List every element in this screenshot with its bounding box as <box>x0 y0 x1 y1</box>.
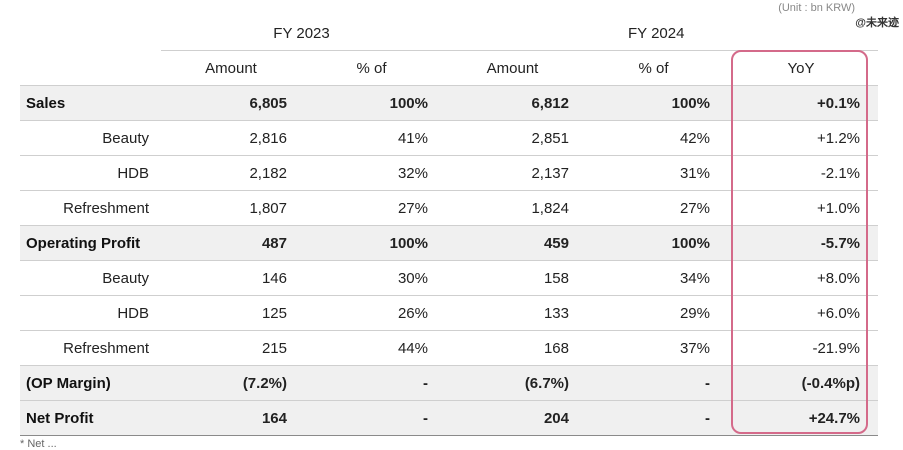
pct-2023: 27% <box>301 190 442 226</box>
amount-2023: 215 <box>161 330 301 366</box>
row-label: Beauty <box>20 260 161 296</box>
row-label: Refreshment <box>20 330 161 366</box>
row-label: HDB <box>20 295 161 331</box>
pct-2024: 34% <box>583 260 724 296</box>
row-label: HDB <box>20 155 161 191</box>
pct-2024: 31% <box>583 155 724 191</box>
amount-2023: 6,805 <box>161 85 301 121</box>
amount-2023: 146 <box>161 260 301 296</box>
yoy-value: +1.0% <box>724 190 878 226</box>
yoy-value: +24.7% <box>724 400 878 436</box>
amount-2024: 204 <box>442 400 583 436</box>
amount-2023: 1,807 <box>161 190 301 226</box>
table-row: Sales 6,805 100% 6,812 100% +0.1% <box>20 85 878 121</box>
pct-2024: 100% <box>583 85 724 121</box>
table-row: Operating Profit 487 100% 459 100% -5.7% <box>20 225 878 261</box>
yoy-value: (-0.4%p) <box>724 365 878 401</box>
pct-2023: 30% <box>301 260 442 296</box>
pct-2024: - <box>583 400 724 436</box>
col-amount-2023: Amount <box>161 50 301 86</box>
table-row: Refreshment 1,807 27% 1,824 27% +1.0% <box>20 190 878 226</box>
table-row: Refreshment 215 44% 168 37% -21.9% <box>20 330 878 366</box>
col-pct-2024: % of <box>583 50 724 86</box>
col-yoy: YoY <box>724 50 878 86</box>
corner-cell-2 <box>20 50 161 86</box>
amount-2023: 2,182 <box>161 155 301 191</box>
pct-2023: 26% <box>301 295 442 331</box>
pct-2024: 100% <box>583 225 724 261</box>
amount-2024: 6,812 <box>442 85 583 121</box>
yoy-value: -2.1% <box>724 155 878 191</box>
col-pct-2023: % of <box>301 50 442 86</box>
yoy-value: -5.7% <box>724 225 878 261</box>
column-header-row: Amount % of Amount % of YoY <box>20 50 878 86</box>
amount-2024: 168 <box>442 330 583 366</box>
pct-2023: 32% <box>301 155 442 191</box>
amount-2023: 164 <box>161 400 301 436</box>
yoy-value: +0.1% <box>724 85 878 121</box>
amount-2023: 487 <box>161 225 301 261</box>
row-label: (OP Margin) <box>20 365 161 401</box>
row-label: Beauty <box>20 120 161 156</box>
amount-2023: 2,816 <box>161 120 301 156</box>
amount-2024: (6.7%) <box>442 365 583 401</box>
row-label: Operating Profit <box>20 225 161 261</box>
period-fy2023: FY 2023 <box>161 17 442 51</box>
amount-2024: 158 <box>442 260 583 296</box>
row-label: Refreshment <box>20 190 161 226</box>
table-row: HDB 2,182 32% 2,137 31% -2.1% <box>20 155 878 191</box>
pct-2023: - <box>301 365 442 401</box>
amount-2024: 2,851 <box>442 120 583 156</box>
pct-2024: 42% <box>583 120 724 156</box>
table-row: (OP Margin) (7.2%) - (6.7%) - (-0.4%p) <box>20 365 878 401</box>
pct-2023: 41% <box>301 120 442 156</box>
table-row: Beauty 146 30% 158 34% +8.0% <box>20 260 878 296</box>
unit-note: (Unit : bn KRW) <box>778 2 855 14</box>
pct-2023: 100% <box>301 225 442 261</box>
table-row: HDB 125 26% 133 29% +6.0% <box>20 295 878 331</box>
financial-summary-table: FY 2023 FY 2024 Amount % of Amount % of … <box>20 17 878 436</box>
pct-2024: 27% <box>583 190 724 226</box>
yoy-value: -21.9% <box>724 330 878 366</box>
footnote: * Net ... <box>20 438 57 450</box>
pct-2024: - <box>583 365 724 401</box>
pct-2023: 100% <box>301 85 442 121</box>
amount-2024: 2,137 <box>442 155 583 191</box>
yoy-value: +1.2% <box>724 120 878 156</box>
period-fy2024: FY 2024 <box>442 17 878 51</box>
pct-2024: 37% <box>583 330 724 366</box>
amount-2024: 133 <box>442 295 583 331</box>
amount-2023: 125 <box>161 295 301 331</box>
row-label: Sales <box>20 85 161 121</box>
amount-2024: 1,824 <box>442 190 583 226</box>
corner-cell <box>20 17 161 51</box>
yoy-value: +6.0% <box>724 295 878 331</box>
pct-2023: - <box>301 400 442 436</box>
amount-2023: (7.2%) <box>161 365 301 401</box>
pct-2023: 44% <box>301 330 442 366</box>
col-amount-2024: Amount <box>442 50 583 86</box>
period-header-row: FY 2023 FY 2024 <box>20 17 878 51</box>
table-row: Beauty 2,816 41% 2,851 42% +1.2% <box>20 120 878 156</box>
pct-2024: 29% <box>583 295 724 331</box>
yoy-value: +8.0% <box>724 260 878 296</box>
amount-2024: 459 <box>442 225 583 261</box>
row-label: Net Profit <box>20 400 161 436</box>
table-row: Net Profit 164 - 204 - +24.7% <box>20 400 878 436</box>
